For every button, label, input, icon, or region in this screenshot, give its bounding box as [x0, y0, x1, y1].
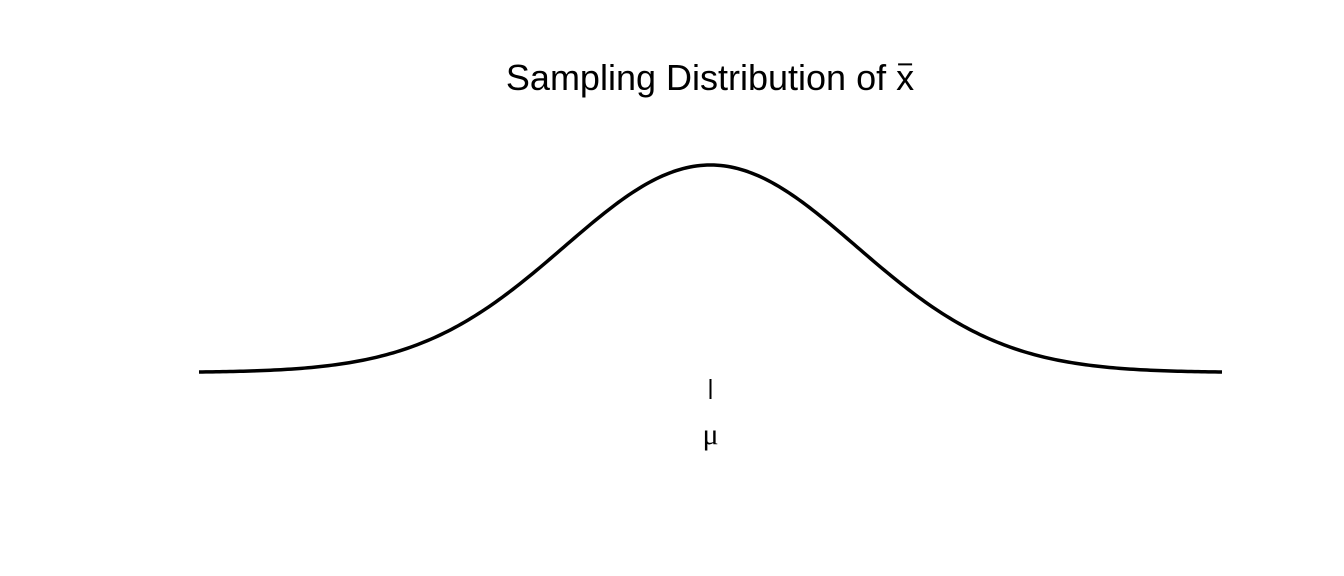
- density-curve: [198, 163, 1223, 374]
- chart-title-symbol: x: [896, 57, 914, 98]
- chart-title-main: Sampling Distribution of: [506, 57, 896, 98]
- mean-tick-label: μ: [702, 418, 718, 451]
- chart-title: Sampling Distribution of x: [506, 57, 914, 98]
